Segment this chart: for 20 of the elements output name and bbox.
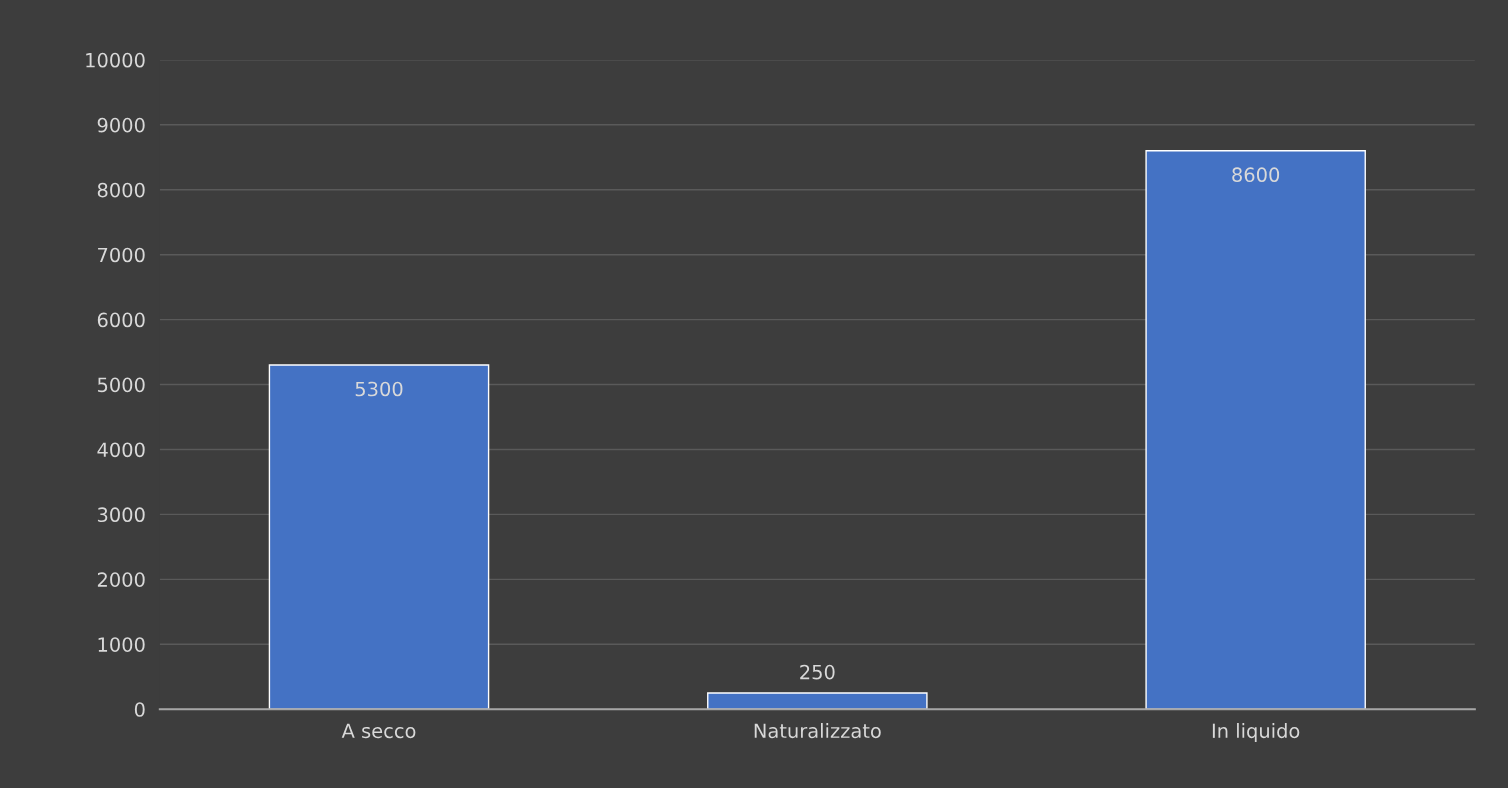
bar xyxy=(707,692,928,710)
y-tick-label: 10000 xyxy=(86,52,145,68)
y-tick-label: 4000 xyxy=(97,442,145,458)
x-tick-label: In liquido xyxy=(1212,723,1300,742)
y-tick-label: 2000 xyxy=(97,572,145,587)
data-label: 8600 xyxy=(1232,167,1280,183)
data-label: 250 xyxy=(800,664,835,680)
y-tick-label: 9000 xyxy=(97,117,145,133)
x-tick-label: Naturalizzato xyxy=(754,723,881,739)
data-label: 5300 xyxy=(355,381,403,397)
x-tick-label: A secco xyxy=(341,723,416,739)
y-tick-label: 5000 xyxy=(97,377,145,393)
y-tick-label: 0 xyxy=(134,702,145,717)
y-tick-label: 7000 xyxy=(98,247,145,263)
y-tick-label: 8000 xyxy=(97,182,145,198)
y-tick-label: 1000 xyxy=(98,637,145,652)
bar xyxy=(1145,150,1366,710)
y-tick-label: 6000 xyxy=(97,312,145,328)
bar xyxy=(268,364,490,710)
y-tick-label: 3000 xyxy=(97,507,145,523)
